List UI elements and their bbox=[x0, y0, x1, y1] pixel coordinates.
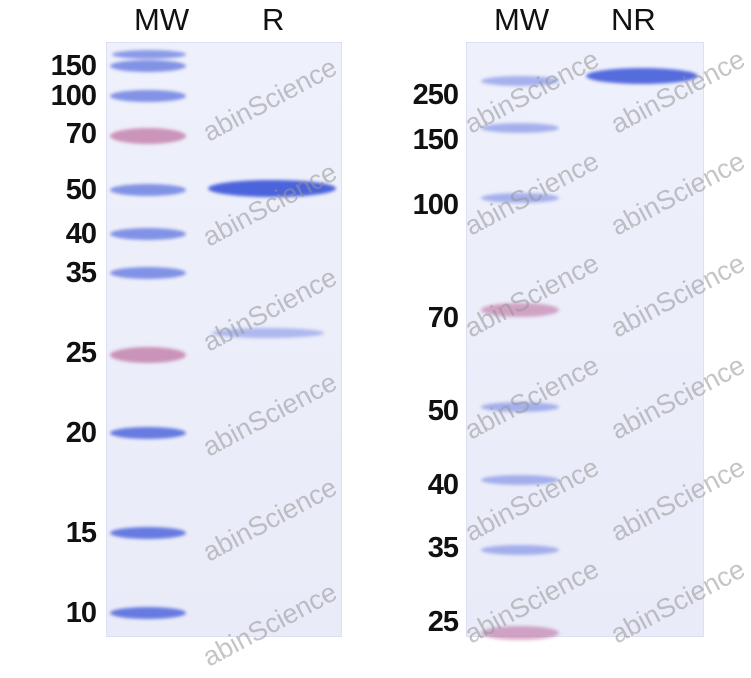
sample-band-r-27kda bbox=[212, 328, 324, 338]
ladder-band-right bbox=[481, 545, 559, 555]
ladder-band-right bbox=[481, 626, 559, 640]
marker-label-left: 10 bbox=[65, 597, 97, 629]
marker-label-right: 250 bbox=[412, 79, 459, 111]
ladder-band-left bbox=[110, 90, 186, 102]
ladder-band-left bbox=[110, 347, 186, 363]
ladder-band-left bbox=[110, 184, 186, 196]
marker-label-left: 50 bbox=[65, 174, 97, 206]
lane-label-mw-left: MW bbox=[134, 2, 190, 37]
ladder-band-left bbox=[110, 228, 186, 240]
marker-label-left: 40 bbox=[65, 218, 97, 250]
lane-label-mw-right: MW bbox=[494, 2, 550, 37]
ladder-band-right bbox=[481, 76, 559, 86]
sample-band-nr-250kda bbox=[586, 68, 698, 84]
ladder-band-left bbox=[110, 267, 186, 279]
ladder-band-left bbox=[110, 128, 186, 144]
ladder-band-left bbox=[110, 607, 186, 619]
marker-label-left: 35 bbox=[65, 257, 97, 289]
marker-label-right: 70 bbox=[427, 302, 459, 334]
ladder-band-left bbox=[110, 427, 186, 439]
ladder-band-right bbox=[481, 193, 559, 203]
ladder-band-right bbox=[481, 123, 559, 133]
ladder-band-left bbox=[110, 60, 186, 72]
sample-band-r-50kda bbox=[208, 180, 336, 197]
marker-label-left: 100 bbox=[50, 80, 97, 112]
ladder-band-left bbox=[112, 50, 186, 59]
marker-label-right: 35 bbox=[427, 532, 459, 564]
marker-label-right: 150 bbox=[412, 124, 459, 156]
marker-label-right: 100 bbox=[412, 189, 459, 221]
right-gel bbox=[466, 42, 704, 637]
marker-label-left: 150 bbox=[50, 50, 97, 82]
ladder-band-right bbox=[481, 475, 559, 485]
marker-label-left: 25 bbox=[65, 337, 97, 369]
ladder-band-left bbox=[110, 527, 186, 539]
marker-label-right: 40 bbox=[427, 469, 459, 501]
ladder-band-right bbox=[481, 303, 559, 317]
marker-label-left: 15 bbox=[65, 517, 97, 549]
marker-label-right: 25 bbox=[427, 606, 459, 638]
ladder-band-right bbox=[481, 402, 559, 412]
lane-label-r: R bbox=[262, 2, 285, 37]
lane-label-nr: NR bbox=[611, 2, 656, 37]
marker-label-left: 70 bbox=[65, 118, 97, 150]
marker-label-right: 50 bbox=[427, 395, 459, 427]
marker-label-left: 20 bbox=[65, 417, 97, 449]
